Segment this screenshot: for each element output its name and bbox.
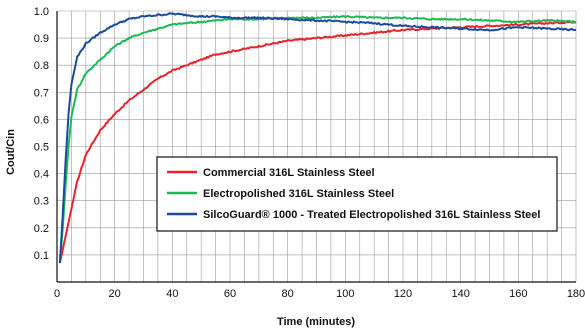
grid-lines <box>56 10 577 282</box>
y-tick-label: 0.4 <box>34 169 49 181</box>
x-tick-label: 80 <box>282 288 294 300</box>
y-tick-label: 0.3 <box>34 196 49 208</box>
x-tick-label: 0 <box>54 288 60 300</box>
legend-label-electropolished: Electropolished 316L Stainless Steel <box>203 188 394 200</box>
legend-label-commercial: Commercial 316L Stainless Steel <box>203 167 375 179</box>
legend-label-silcoguard: SilcoGuard® 1000 - Treated Electropolish… <box>203 209 540 221</box>
series-line-1 <box>58 14 577 264</box>
y-tick-label: 0.1 <box>34 250 49 262</box>
tick-labels: 0 20 40 60 80 100 120 140 160 180 0.1 0.2 0.3 0.4 0.5 0… <box>34 6 585 300</box>
x-tick-label: 180 <box>567 288 585 300</box>
series-lines <box>58 12 577 264</box>
x-tick-label: 120 <box>394 288 412 300</box>
x-tick-label: 60 <box>224 288 236 300</box>
y-tick-label: 0.2 <box>34 223 49 235</box>
y-tick-label: 0.9 <box>34 33 49 45</box>
y-axis-title: Cout/Cin <box>5 129 17 175</box>
x-tick-label: 20 <box>109 288 121 300</box>
y-tick-label: 0.6 <box>34 114 49 126</box>
x-tick-label: 40 <box>166 288 178 300</box>
legend: Commercial 316L Stainless Steel Electrop… <box>156 156 558 232</box>
series-line-2 <box>58 12 577 264</box>
legend-box <box>156 156 558 232</box>
x-tick-label: 100 <box>336 288 354 300</box>
axes <box>56 11 576 283</box>
y-tick-label: 0.5 <box>34 142 49 154</box>
y-tick-label: 0.8 <box>34 60 49 72</box>
series-line-0 <box>58 20 577 264</box>
x-tick-label: 160 <box>509 288 527 300</box>
y-tick-label: 0.7 <box>34 87 49 99</box>
x-tick-label: 140 <box>451 288 469 300</box>
y-tick-label: 1.0 <box>34 6 49 18</box>
x-axis-title: Time (minutes) <box>277 316 355 328</box>
